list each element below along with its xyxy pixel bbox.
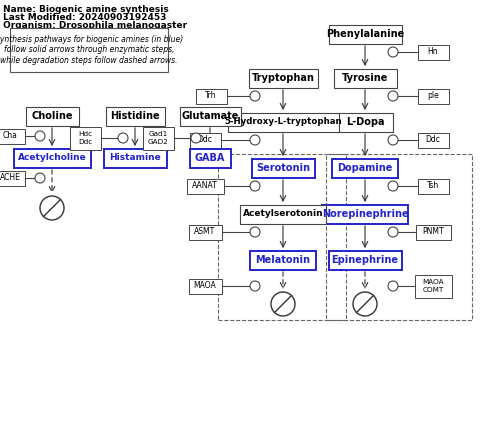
Text: Trh: Trh bbox=[205, 92, 217, 101]
FancyBboxPatch shape bbox=[418, 44, 448, 60]
FancyBboxPatch shape bbox=[249, 69, 317, 87]
FancyBboxPatch shape bbox=[187, 178, 224, 193]
Circle shape bbox=[250, 135, 260, 145]
Circle shape bbox=[250, 227, 260, 237]
Circle shape bbox=[118, 133, 128, 143]
FancyBboxPatch shape bbox=[322, 204, 408, 224]
Circle shape bbox=[250, 91, 260, 101]
Text: GABA: GABA bbox=[195, 153, 225, 163]
FancyBboxPatch shape bbox=[70, 127, 100, 150]
FancyBboxPatch shape bbox=[143, 127, 173, 150]
Text: Tyrosine: Tyrosine bbox=[342, 73, 388, 83]
FancyBboxPatch shape bbox=[195, 89, 227, 104]
Text: Choline: Choline bbox=[31, 111, 73, 121]
Circle shape bbox=[250, 181, 260, 191]
FancyBboxPatch shape bbox=[0, 170, 24, 185]
Text: 5-Hydroxy-L-tryptophan: 5-Hydroxy-L-tryptophan bbox=[224, 118, 342, 127]
Text: Melatonin: Melatonin bbox=[255, 255, 311, 265]
Text: ple: ple bbox=[427, 92, 439, 101]
Text: Histamine: Histamine bbox=[109, 153, 161, 162]
Circle shape bbox=[40, 196, 64, 220]
Text: MAOA
COMT: MAOA COMT bbox=[422, 279, 444, 293]
Text: Acetylcholine: Acetylcholine bbox=[18, 153, 86, 162]
Text: Gad1
GAD2: Gad1 GAD2 bbox=[147, 132, 168, 144]
Text: Cha: Cha bbox=[2, 132, 17, 141]
Circle shape bbox=[35, 131, 45, 141]
Circle shape bbox=[388, 47, 398, 57]
FancyBboxPatch shape bbox=[240, 204, 326, 224]
Text: AANAT: AANAT bbox=[192, 181, 218, 190]
FancyBboxPatch shape bbox=[418, 132, 448, 147]
Text: Histidine: Histidine bbox=[110, 111, 160, 121]
FancyBboxPatch shape bbox=[190, 149, 230, 167]
Circle shape bbox=[250, 281, 260, 291]
Text: ACHE: ACHE bbox=[0, 173, 21, 182]
Text: ASMT: ASMT bbox=[194, 227, 216, 236]
FancyBboxPatch shape bbox=[418, 89, 448, 104]
Text: Phenylalanine: Phenylalanine bbox=[326, 29, 404, 39]
FancyBboxPatch shape bbox=[418, 178, 448, 193]
FancyBboxPatch shape bbox=[334, 69, 396, 87]
FancyBboxPatch shape bbox=[328, 25, 401, 43]
Text: Hn: Hn bbox=[428, 48, 438, 57]
Text: Glutamate: Glutamate bbox=[181, 111, 239, 121]
Bar bbox=[10, 28, 168, 72]
FancyBboxPatch shape bbox=[416, 225, 451, 239]
FancyBboxPatch shape bbox=[0, 129, 24, 144]
Text: Hdc
Ddc: Hdc Ddc bbox=[78, 132, 92, 144]
FancyBboxPatch shape bbox=[250, 250, 316, 270]
FancyBboxPatch shape bbox=[189, 225, 221, 239]
FancyBboxPatch shape bbox=[25, 106, 79, 126]
Text: Acetylserotonin: Acetylserotonin bbox=[243, 210, 324, 219]
Bar bbox=[218, 154, 346, 320]
Text: Synthesis pathways for biogenic amines (in blue)
follow solid arrows through enz: Synthesis pathways for biogenic amines (… bbox=[0, 35, 183, 65]
Circle shape bbox=[271, 292, 295, 316]
Text: Ddc: Ddc bbox=[426, 135, 441, 144]
Circle shape bbox=[388, 181, 398, 191]
Circle shape bbox=[191, 133, 201, 143]
Circle shape bbox=[388, 227, 398, 237]
FancyBboxPatch shape bbox=[104, 149, 167, 167]
FancyBboxPatch shape bbox=[337, 112, 393, 132]
Text: Name: Biogenic amine synthesis: Name: Biogenic amine synthesis bbox=[3, 5, 169, 14]
FancyBboxPatch shape bbox=[328, 250, 401, 270]
Text: PNMT: PNMT bbox=[422, 227, 444, 236]
FancyBboxPatch shape bbox=[190, 132, 220, 147]
Text: Dopamine: Dopamine bbox=[337, 163, 393, 173]
Text: Tsh: Tsh bbox=[427, 181, 439, 190]
Text: Organism: Drosophila melanogaster: Organism: Drosophila melanogaster bbox=[3, 21, 187, 30]
FancyBboxPatch shape bbox=[252, 158, 314, 178]
Circle shape bbox=[388, 281, 398, 291]
FancyBboxPatch shape bbox=[180, 106, 240, 126]
FancyBboxPatch shape bbox=[189, 279, 221, 294]
Text: Ddc: Ddc bbox=[198, 135, 213, 144]
Text: Serotonin: Serotonin bbox=[256, 163, 310, 173]
Text: Epinephrine: Epinephrine bbox=[332, 255, 398, 265]
Circle shape bbox=[35, 173, 45, 183]
Circle shape bbox=[388, 91, 398, 101]
Text: Norepinephrine: Norepinephrine bbox=[322, 209, 408, 219]
Text: L-Dopa: L-Dopa bbox=[346, 117, 384, 127]
Text: Last Modified: 20240903192453: Last Modified: 20240903192453 bbox=[3, 13, 167, 22]
FancyBboxPatch shape bbox=[415, 274, 452, 297]
Circle shape bbox=[388, 135, 398, 145]
Bar bbox=[326, 154, 472, 320]
FancyBboxPatch shape bbox=[13, 149, 91, 167]
FancyBboxPatch shape bbox=[228, 112, 338, 132]
Text: MAOA: MAOA bbox=[193, 282, 216, 291]
Text: Tryptophan: Tryptophan bbox=[252, 73, 314, 83]
FancyBboxPatch shape bbox=[106, 106, 165, 126]
FancyBboxPatch shape bbox=[332, 158, 398, 178]
Circle shape bbox=[353, 292, 377, 316]
